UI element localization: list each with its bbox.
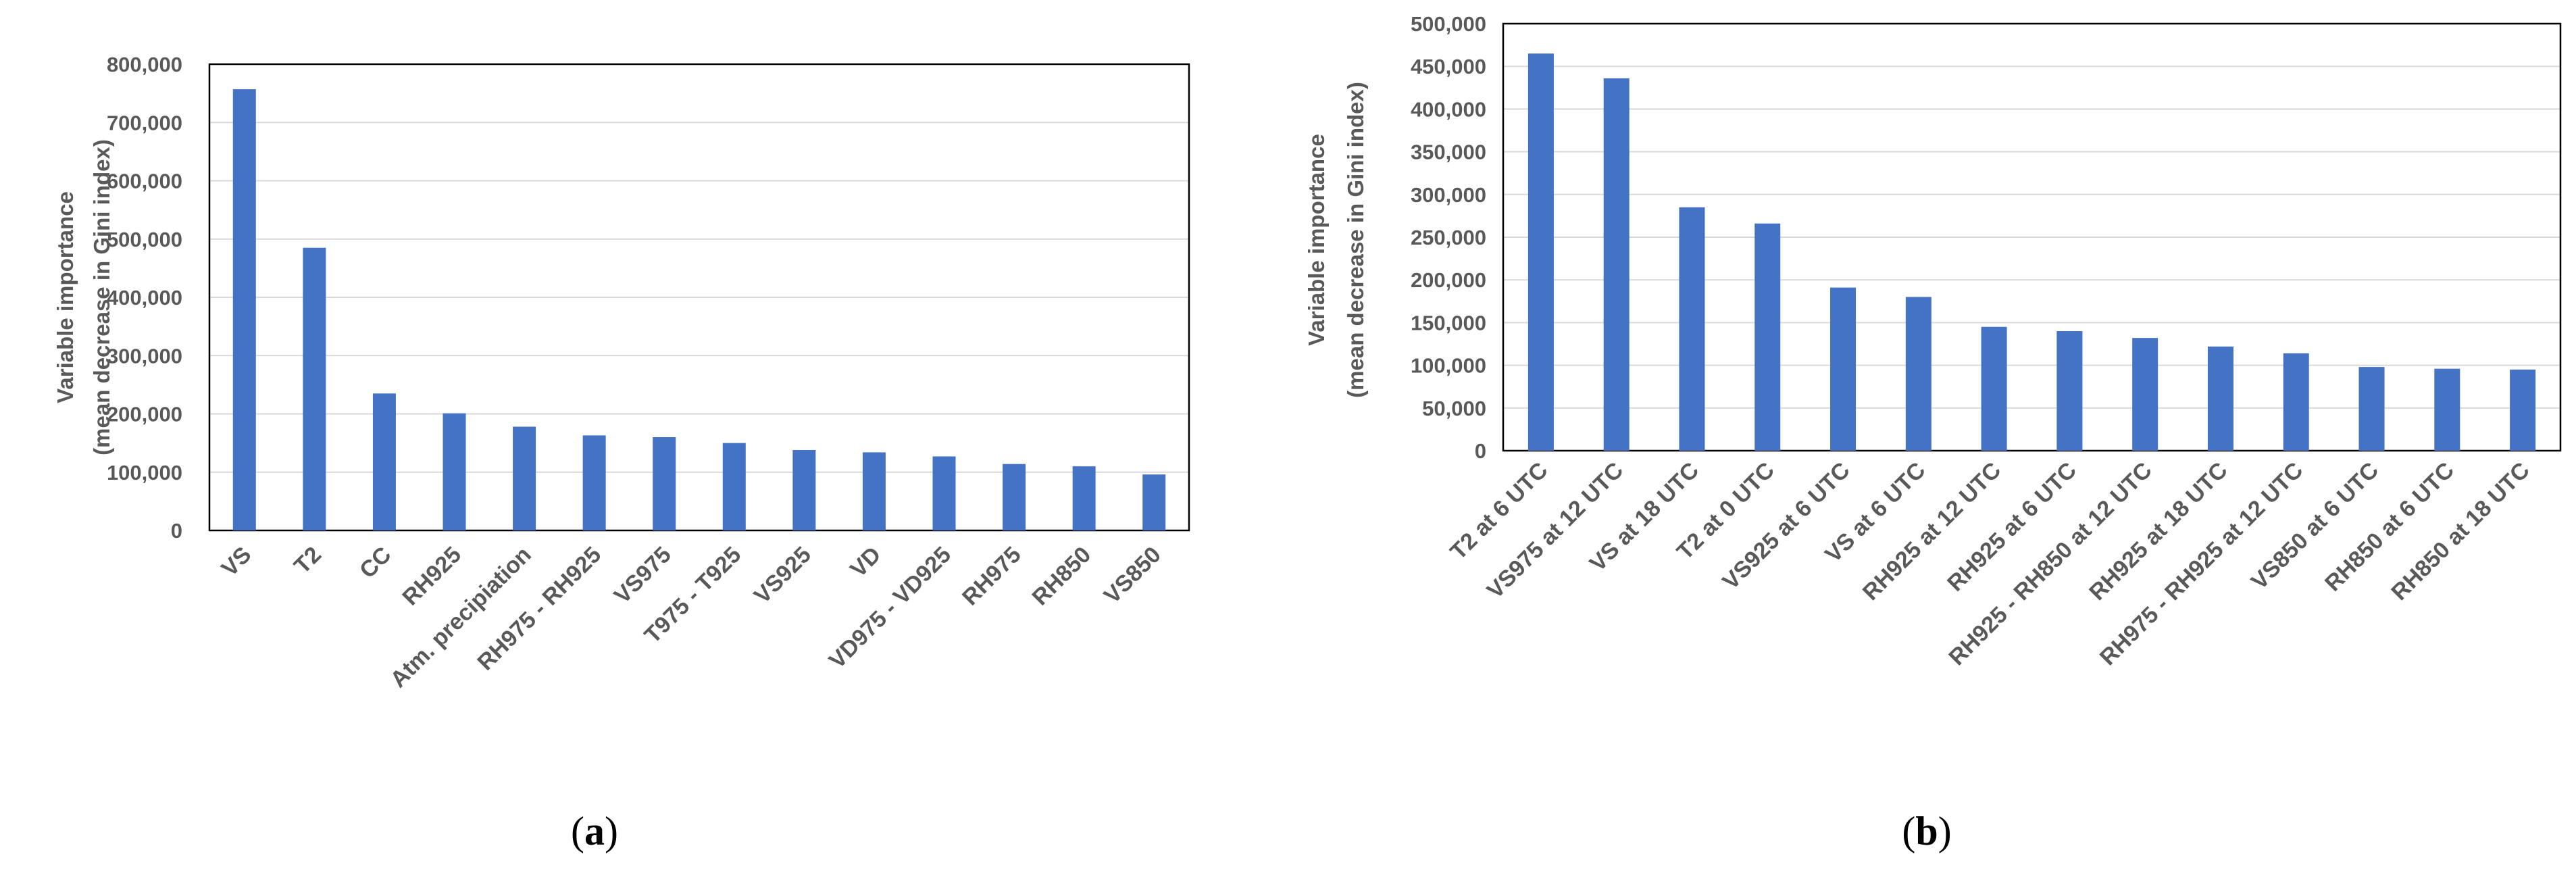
bar-2: [1603, 78, 1630, 451]
x-category-label: CC: [355, 542, 397, 584]
y-tick-label: 100,000: [1411, 354, 1486, 378]
y-tick-label: 700,000: [107, 111, 182, 134]
bar-6: [1905, 297, 1931, 451]
bar-13: [2434, 368, 2460, 451]
y-tick-label: 450,000: [1411, 55, 1486, 78]
x-category-label: RH925: [397, 542, 466, 611]
y-axis-title-line-2: (mean decrease in Gini index): [89, 139, 114, 455]
bar-1: [232, 89, 256, 530]
y-tick-label: 0: [1475, 439, 1486, 463]
panel-label: (a): [571, 809, 618, 853]
bar-9: [2132, 338, 2158, 451]
bar-14: [2510, 369, 2536, 451]
x-category-label: VD: [845, 542, 886, 582]
bar-1: [1527, 53, 1554, 451]
bar-4: [1754, 223, 1781, 451]
y-tick-label: 200,000: [1411, 268, 1486, 292]
y-tick-label: 500,000: [1411, 12, 1486, 36]
y-tick-label: 0: [171, 519, 182, 543]
x-category-label: RH925 at 12 UTC: [1858, 457, 2006, 605]
x-category-label: RH850 at 6 UTC: [2320, 457, 2459, 597]
y-tick-label: 400,000: [1411, 97, 1486, 121]
plot-area-frame: [208, 63, 1190, 532]
bar-4: [443, 413, 466, 530]
x-category-label: VD975 - VD925: [824, 542, 956, 674]
bar-3: [1679, 207, 1705, 451]
bar-7: [653, 437, 676, 530]
y-tick-label: 50,000: [1422, 397, 1486, 420]
chart-panel-b: 0 50,000 100,000 150,000 200,000 250,000 300,0…: [1304, 12, 2562, 853]
bar-8: [2056, 331, 2083, 451]
y-tick-label: 200,000: [107, 403, 182, 426]
y-tick-label: 250,000: [1411, 226, 1486, 249]
bar-2: [303, 247, 326, 530]
bar-10: [2207, 346, 2233, 451]
y-tick-label: 300,000: [107, 344, 182, 368]
y-tick-label: 350,000: [1411, 141, 1486, 164]
x-category-label: RH975 - RH925: [472, 542, 606, 676]
x-category-label: VS850: [1099, 542, 1166, 609]
y-tick-label: 150,000: [1411, 311, 1486, 334]
bar-12: [2358, 367, 2385, 451]
bar-6: [582, 435, 606, 530]
bar-11: [2283, 353, 2309, 451]
x-category-label: RH925 at 6 UTC: [1942, 457, 2081, 597]
y-tick-label: 300,000: [1411, 183, 1486, 207]
x-category-label: RH850 at 18 UTC: [2386, 457, 2534, 605]
bar-5: [1830, 287, 1857, 451]
bar-3: [372, 393, 396, 530]
bar-8: [722, 443, 746, 530]
plot-area-frame: [1502, 22, 2562, 452]
x-category-label: VS850 at 6 UTC: [2246, 457, 2383, 595]
x-category-label: VS975 at 12 UTC: [1482, 457, 1629, 604]
bar-12: [1003, 464, 1026, 530]
bar-10: [862, 452, 886, 530]
y-tick-label: 500,000: [107, 228, 182, 251]
bar-13: [1072, 466, 1096, 530]
x-category-label: RH925 at 18 UTC: [2084, 457, 2232, 605]
x-category-label: VS925 at 6 UTC: [1717, 457, 1854, 595]
bar-9: [792, 449, 816, 530]
chart-panel-a: 0 100,000 200,000 300,000 400,000 500,000 600,…: [53, 53, 1190, 853]
bar-14: [1142, 474, 1166, 530]
x-category-label: VS975: [609, 542, 676, 609]
x-category-label: VS925: [749, 542, 816, 609]
y-axis-title-line-1: Variable importance: [1304, 134, 1329, 346]
bar-7: [1981, 326, 2007, 451]
x-category-label: RH850: [1028, 542, 1096, 611]
x-category-label: RH975: [957, 542, 1026, 611]
y-axis-title-line-2: (mean decrease in Gini index): [1343, 82, 1368, 398]
y-tick-label: 800,000: [107, 53, 182, 76]
x-category-label: T2: [289, 542, 326, 579]
y-tick-label: 400,000: [107, 286, 182, 309]
panel-label: (b): [1902, 809, 1951, 853]
y-tick-label: 100,000: [107, 461, 182, 484]
bar-5: [513, 426, 536, 530]
x-category-label: VS: [216, 542, 256, 582]
bar-11: [932, 456, 956, 530]
y-tick-label: 600,000: [107, 170, 182, 193]
y-axis-title-line-1: Variable importance: [53, 191, 78, 403]
